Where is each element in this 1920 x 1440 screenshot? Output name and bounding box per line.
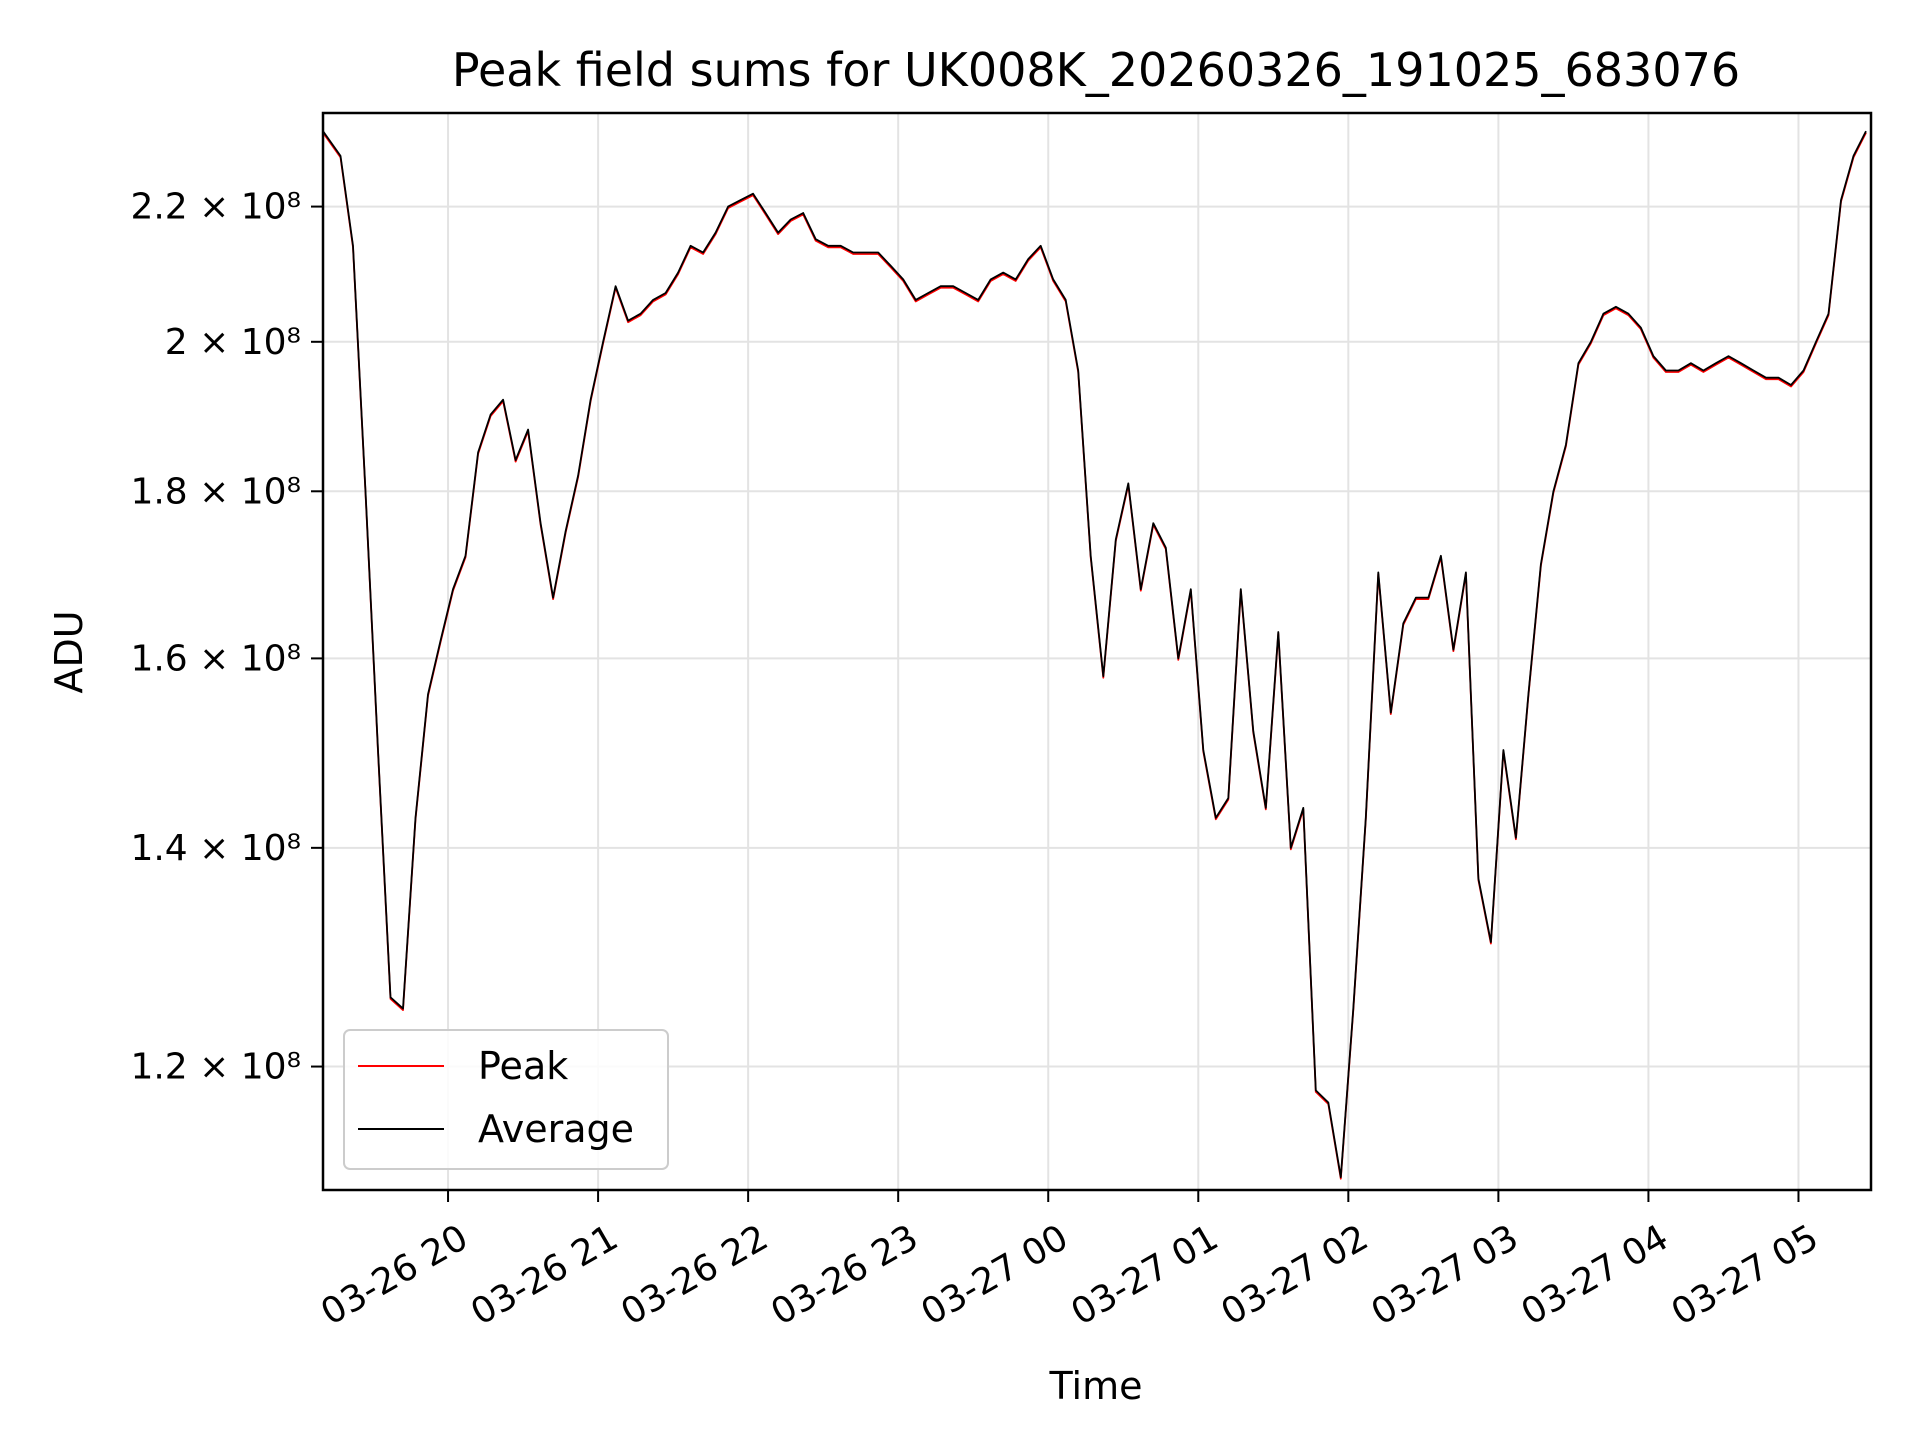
y-tick-label: 1.2 × 10⁸ [130,1047,301,1088]
legend-average-label: Average [478,1107,634,1151]
plot-frame [321,111,1873,1192]
y-tick-label: 1.8 × 10⁸ [130,471,301,512]
series-layer [323,130,1867,1180]
y-tick-label: 1.6 × 10⁸ [130,638,301,679]
y-tick-label: 2 × 10⁸ [165,322,301,363]
y-tick-label: 1.4 × 10⁸ [130,828,301,869]
y-axis-ticks: 1.2 × 10⁸ 1.4 × 10⁸ 1.6 × 10⁸ 1.8 × 10⁸ 2 × … [130,187,323,1088]
y-tick-label: 2.2 × 10⁸ [130,187,301,228]
legend-box [343,1029,669,1170]
series-line-average [323,130,1867,1179]
x-axis-label: Time [1049,1364,1143,1408]
chart-title: Peak field sums for UK008K_20260326_1910… [452,43,1740,97]
legend: Peak Average [343,1029,669,1170]
grid-lines [323,113,1871,1190]
legend-peak-label: Peak [478,1044,568,1088]
y-axis-label: ADU [47,610,91,693]
